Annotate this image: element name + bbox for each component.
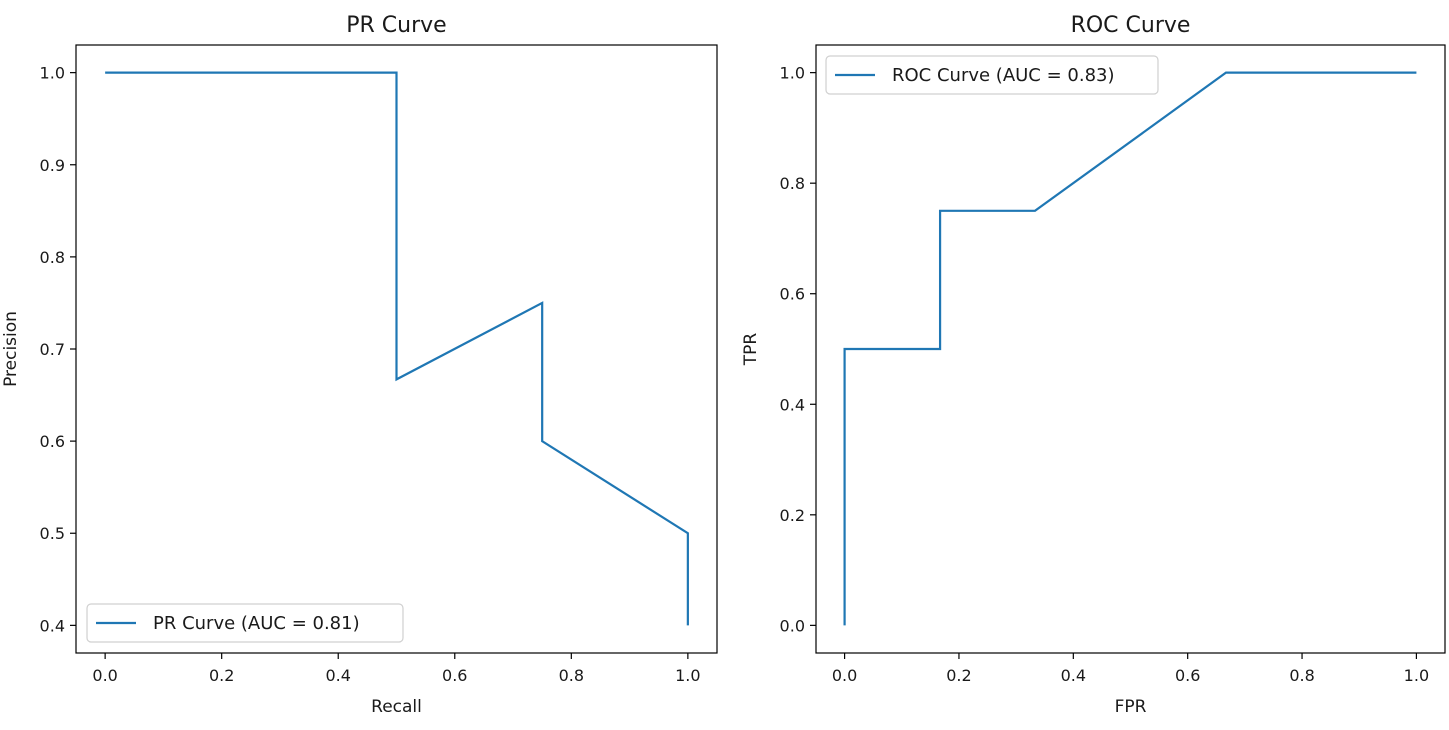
pr-legend-label: PR Curve (AUC = 0.81) <box>153 613 360 634</box>
pr-y-tick-label: 0.4 <box>40 616 65 635</box>
roc-legend: ROC Curve (AUC = 0.83) <box>825 55 1159 95</box>
roc-y-axis-label: TPR <box>741 333 761 367</box>
pr-y-tick-label: 0.9 <box>40 156 65 175</box>
pr-y-tick-label: 0.6 <box>40 432 65 451</box>
roc-x-tick-label: 0.4 <box>1061 666 1086 685</box>
pr-curve-panel: PR Curve 0.0 0.2 0.4 0.6 0.8 1.0 0.4 0.5 0.6 0.7 0.… <box>1 13 718 717</box>
pr-x-tick-label: 0.6 <box>442 666 467 685</box>
pr-series-line <box>105 71 689 626</box>
pr-x-tick-label: 0.4 <box>326 666 351 685</box>
roc-y-tick-label: 0.8 <box>780 174 805 193</box>
pr-x-axis-label: Recall <box>371 697 422 717</box>
pr-x-tick-label: 0.2 <box>209 666 234 685</box>
pr-x-tick-label: 1.0 <box>675 666 700 685</box>
roc-y-tick-label: 0.0 <box>780 616 805 635</box>
pr-chart-title: PR Curve <box>346 13 446 38</box>
roc-legend-box <box>825 55 1159 95</box>
roc-chart-title: ROC Curve <box>1071 13 1191 38</box>
pr-x-tick-label: 0.8 <box>559 666 584 685</box>
pr-y-tick-label: 0.8 <box>40 248 65 267</box>
roc-axes-frame <box>815 44 1446 654</box>
pr-y-tick-label: 1.0 <box>40 64 65 83</box>
roc-y-tick-label: 0.2 <box>780 506 805 525</box>
roc-x-tick-label: 1.0 <box>1404 666 1429 685</box>
roc-y-tick-label: 0.4 <box>780 395 805 414</box>
roc-x-axis-label: FPR <box>1115 697 1147 717</box>
roc-y-tick-label: 0.6 <box>780 285 805 304</box>
pr-legend: PR Curve (AUC = 0.81) <box>86 603 404 643</box>
roc-legend-label: ROC Curve (AUC = 0.83) <box>892 65 1115 86</box>
roc-x-tick-label: 0.6 <box>1175 666 1200 685</box>
roc-curve-panel: ROC Curve 0.0 0.2 0.4 0.6 0.8 1.0 0.0 0.2 0.4 0.6 0… <box>741 13 1446 717</box>
roc-x-tick-label: 0.8 <box>1289 666 1314 685</box>
pr-y-axis-label: Precision <box>1 311 21 387</box>
roc-x-tick-label: 0.2 <box>946 666 971 685</box>
pr-x-tick-label: 0.0 <box>92 666 117 685</box>
pr-y-tick-label: 0.7 <box>40 340 65 359</box>
pr-legend-box <box>86 603 404 643</box>
roc-series-line <box>843 71 1417 626</box>
pr-y-tick-label: 0.5 <box>40 524 65 543</box>
roc-y-tick-label: 1.0 <box>780 64 805 83</box>
roc-x-tick-label: 0.0 <box>832 666 857 685</box>
